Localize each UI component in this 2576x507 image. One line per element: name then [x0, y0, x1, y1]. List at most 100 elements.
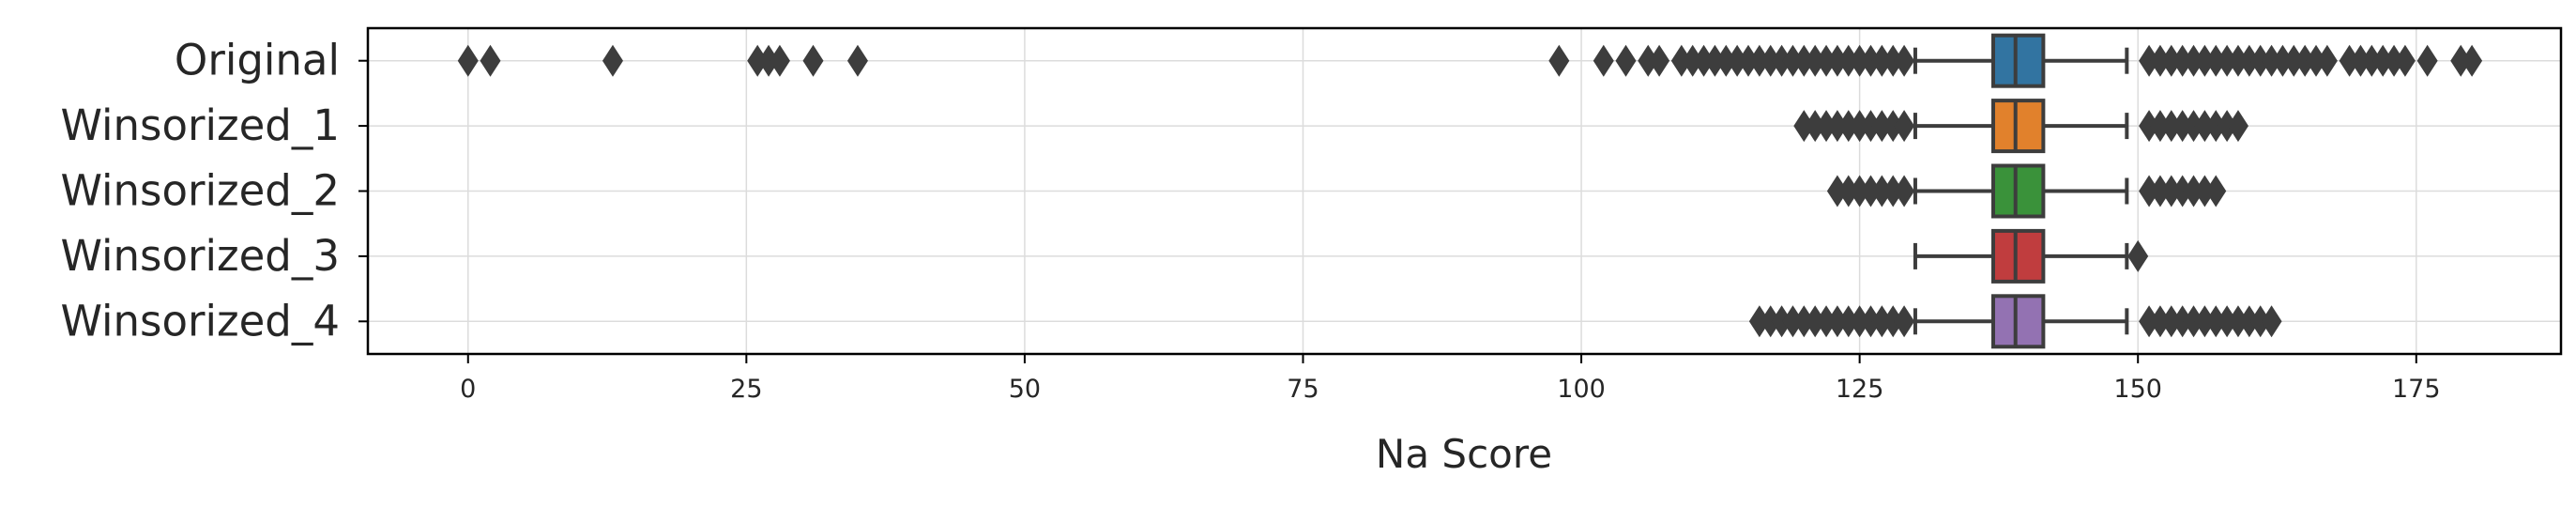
x-axis-title: Na Score [1376, 431, 1552, 477]
outlier-point [1816, 110, 1837, 143]
outlier-point [802, 44, 824, 77]
outlier-point [747, 44, 769, 77]
outlier-point [1682, 44, 1703, 77]
outlier-point [1826, 44, 1848, 77]
outlier-point [1837, 175, 1859, 207]
iqr-box [1990, 228, 2046, 284]
outlier-point [1871, 305, 1893, 338]
outlier-point [1760, 305, 1781, 338]
outlier-point [2261, 305, 2282, 338]
x-tick-label: 100 [1557, 375, 1606, 404]
outlier-point [2160, 175, 2182, 207]
outlier-point [1837, 110, 1859, 143]
outlier-point [2149, 305, 2171, 338]
outlier-point [1871, 110, 1893, 143]
outlier-point [1782, 305, 1804, 338]
outlier-point [1782, 44, 1804, 77]
outlier-point [2249, 305, 2271, 338]
outlier-point [1748, 305, 1770, 338]
outlier-point [2205, 110, 2227, 143]
box-group [457, 33, 2483, 88]
x-tick-label: 175 [2392, 375, 2441, 404]
outlier-point [2149, 44, 2171, 77]
outlier-point [2227, 305, 2248, 338]
outlier-point [2139, 175, 2160, 207]
outlier-point [2183, 175, 2204, 207]
outlier-point [2194, 110, 2216, 143]
category-label: Winsorized_1 [60, 100, 340, 150]
outlier-point [2450, 44, 2472, 77]
outlier-point [1882, 305, 1904, 338]
x-tick-label: 25 [730, 375, 762, 404]
outlier-point [1805, 110, 1826, 143]
outlier-point [2194, 305, 2216, 338]
outlier-point [1860, 110, 1882, 143]
outlier-point [2227, 110, 2248, 143]
outlier-point [1871, 175, 1893, 207]
outlier-point [2149, 175, 2171, 207]
outlier-point [2217, 305, 2238, 338]
outlier-point [2227, 44, 2248, 77]
outlier-point [1837, 305, 1859, 338]
outlier-point [1871, 44, 1893, 77]
outlier-point [2217, 44, 2238, 77]
outlier-point [1548, 44, 1570, 77]
iqr-box [1990, 163, 2046, 219]
outlier-point [2194, 44, 2216, 77]
outlier-point [1727, 44, 1748, 77]
box-group [1826, 163, 2227, 219]
outlier-point [2194, 175, 2216, 207]
outlier-point [2272, 44, 2294, 77]
x-tick-label: 0 [460, 375, 476, 404]
outlier-point [1805, 44, 1826, 77]
outlier-point [2205, 44, 2227, 77]
outlier-point [758, 44, 780, 77]
outlier-point [1837, 44, 1859, 77]
outlier-point [1771, 305, 1792, 338]
category-label: Winsorized_2 [60, 166, 340, 216]
x-axis-ticks: 0 25 50 75 100 125 150 175 [460, 354, 2441, 404]
outlier-point [2205, 305, 2227, 338]
iqr-box [1990, 33, 2046, 88]
outlier-point [2183, 44, 2204, 77]
outlier-point [1760, 44, 1781, 77]
outlier-point [2316, 44, 2338, 77]
outlier-point [1771, 44, 1792, 77]
outlier-point [1638, 44, 1659, 77]
outlier-point [1860, 44, 1882, 77]
outlier-point [2350, 44, 2371, 77]
outlier-point [1693, 44, 1715, 77]
outlier-point [1826, 110, 1848, 143]
outlier-point [1715, 44, 1737, 77]
outlier-point [1860, 175, 1882, 207]
outlier-point [1748, 44, 1770, 77]
outlier-point [2149, 110, 2171, 143]
outlier-point [769, 44, 790, 77]
outlier-point [2160, 44, 2182, 77]
outlier-point [1670, 44, 1692, 77]
outlier-point [2394, 44, 2416, 77]
outlier-point [1805, 305, 1826, 338]
outlier-point [2139, 305, 2160, 338]
outlier-point [2238, 44, 2260, 77]
outlier-point [2361, 44, 2383, 77]
outlier-point [1894, 305, 1915, 338]
outlier-point [2183, 305, 2204, 338]
outlier-point [2160, 305, 2182, 338]
outlier-point [1849, 110, 1870, 143]
outlier-point [2261, 44, 2282, 77]
outlier-point [2294, 44, 2316, 77]
outlier-point [2306, 44, 2327, 77]
outlier-point [1882, 175, 1904, 207]
category-label: Original [175, 36, 340, 85]
outlier-point [846, 44, 868, 77]
box-group [1793, 99, 2248, 154]
grid-lines [368, 28, 2561, 354]
outlier-point [1882, 44, 1904, 77]
outlier-point [2384, 44, 2405, 77]
outlier-point [2160, 110, 2182, 143]
outlier-point [1826, 175, 1848, 207]
x-tick-label: 150 [2113, 375, 2162, 404]
outlier-point [1793, 305, 1815, 338]
